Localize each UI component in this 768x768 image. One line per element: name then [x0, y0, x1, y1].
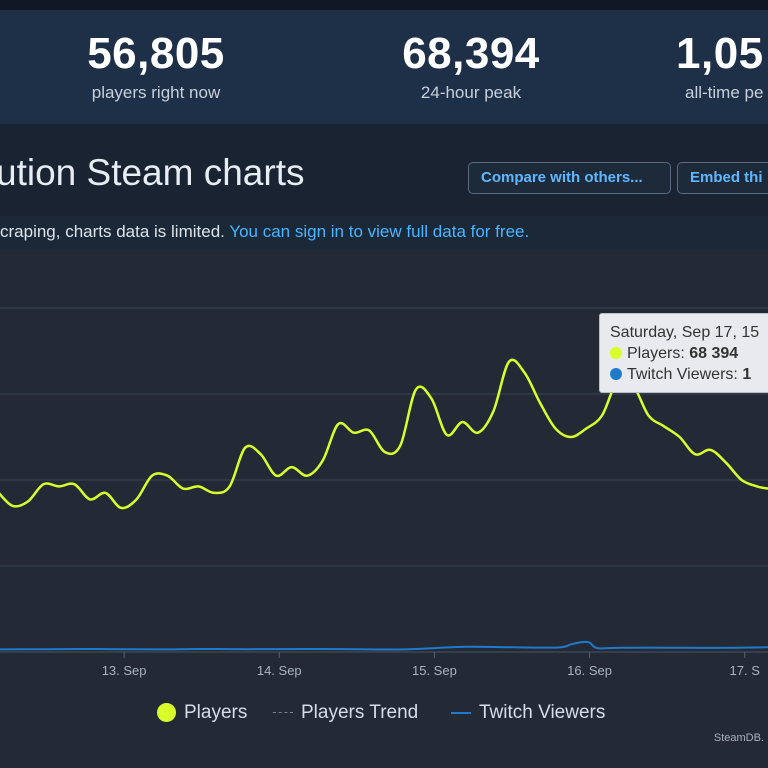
line-icon: [451, 711, 471, 714]
stat-value: 1,05: [676, 29, 764, 78]
twitch-dot-icon: [610, 368, 622, 380]
x-axis-ticks: 13. Sep 14. Sep 15. Sep 16. Sep 17. S: [102, 652, 761, 678]
chart-legend: Players Players Trend Twitch Viewers: [0, 700, 768, 728]
chart-tooltip: Saturday, Sep 17, 15 Players: 68 394 Twi…: [599, 313, 768, 393]
tooltip-players-label: Players:: [627, 345, 685, 362]
twitch-viewers-line: [0, 640, 768, 651]
players-line: [0, 358, 768, 510]
legend-item-players[interactable]: Players: [157, 700, 247, 726]
compare-button[interactable]: Compare with others...: [468, 162, 671, 194]
stat-label: 24-hour peak: [420, 83, 522, 102]
sign-in-link[interactable]: You can sign in to view full data for fr…: [229, 222, 530, 241]
legend-item-twitch[interactable]: Twitch Viewers: [451, 700, 605, 726]
stat-all-time-peak: 1,05 all-time pe: [676, 28, 764, 104]
stat-value: 68,394: [402, 29, 540, 78]
stat-current-players: 56,805 players right now: [57, 28, 255, 104]
tooltip-twitch-label: Twitch Viewers:: [627, 366, 738, 383]
players-circle-icon: [157, 703, 176, 723]
stat-value: 56,805: [87, 29, 225, 78]
players-dot-icon: [610, 347, 622, 359]
stats-bar: 56,805 players right now 68,394 24-hour …: [0, 0, 768, 124]
stat-label: all-time pe: [685, 83, 764, 102]
stat-label: players right now: [91, 83, 221, 102]
tooltip-players-row: Players: 68 394: [610, 343, 768, 364]
stat-24h-peak: 68,394 24-hour peak: [372, 28, 570, 104]
legend-item-trend[interactable]: Players Trend: [273, 700, 418, 726]
notice-text: craping, charts data is limited.: [0, 222, 225, 241]
tooltip-twitch-value: 1: [742, 366, 752, 383]
x-tick-label: 17. S: [730, 663, 761, 678]
x-tick-label: 14. Sep: [257, 663, 302, 678]
legend-label: Players: [184, 702, 248, 723]
legend-label: Twitch Viewers: [479, 702, 606, 723]
chart-grid: [0, 307, 768, 653]
tooltip-players-value: 68 394: [689, 345, 739, 362]
x-tick-label: 16. Sep: [567, 663, 612, 678]
legend-label: Players Trend: [301, 702, 419, 723]
tooltip-twitch-row: Twitch Viewers: 1: [610, 364, 768, 385]
dashed-line-icon: [273, 712, 293, 714]
x-tick-label: 13. Sep: [102, 663, 147, 678]
steamdb-watermark: SteamDB.: [713, 732, 764, 744]
embed-button[interactable]: Embed thi: [677, 162, 768, 194]
page-title: ution Steam charts: [0, 152, 305, 193]
tooltip-date: Saturday, Sep 17, 15: [610, 324, 760, 341]
x-tick-label: 15. Sep: [412, 663, 457, 678]
data-limited-notice: craping, charts data is limited. You can…: [0, 222, 529, 242]
